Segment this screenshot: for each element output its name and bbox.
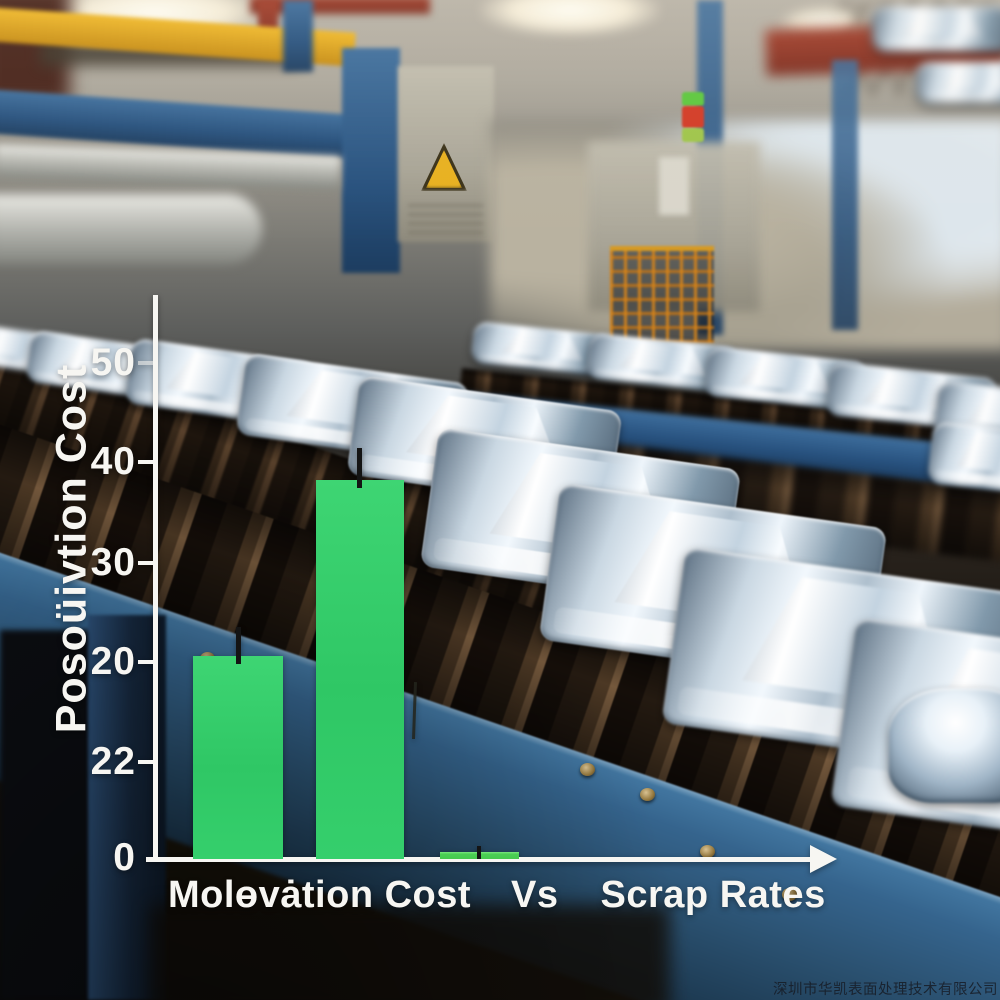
bar-1 [193, 656, 283, 859]
y-tick-mark [138, 760, 155, 764]
x-axis-line [146, 857, 814, 862]
error-bar-1 [236, 627, 241, 664]
y-tick-mark [138, 660, 155, 664]
x-axis-title: Molɵvȧtion Cost Vs Scrap Rates [168, 874, 928, 917]
bar-2 [316, 479, 404, 859]
y-axis-line [153, 295, 158, 861]
y-tick-mark [138, 361, 155, 365]
watermark-text: 深圳市华凯表面处理技术有限公司 [773, 982, 998, 998]
stray-mark [412, 681, 417, 740]
y-tick-label: 40 [90, 440, 136, 483]
x-title-right: Scrap Rates [600, 874, 826, 916]
y-tick-mark [138, 460, 155, 464]
y-tick-label: 50 [90, 341, 136, 384]
y-tick-label: 22 [90, 740, 136, 783]
y-tick-label: 20 [90, 640, 136, 683]
x-axis-arrow-icon [810, 845, 837, 873]
error-bar-3 [477, 846, 481, 859]
y-tick-mark [138, 561, 155, 565]
x-title-vs: Vs [511, 874, 559, 916]
error-bar-2 [357, 448, 362, 488]
y-tick-label: 0 [113, 836, 136, 879]
x-title-left: Molɵvȧtion Cost [168, 874, 472, 916]
y-tick-label: 30 [90, 541, 136, 584]
